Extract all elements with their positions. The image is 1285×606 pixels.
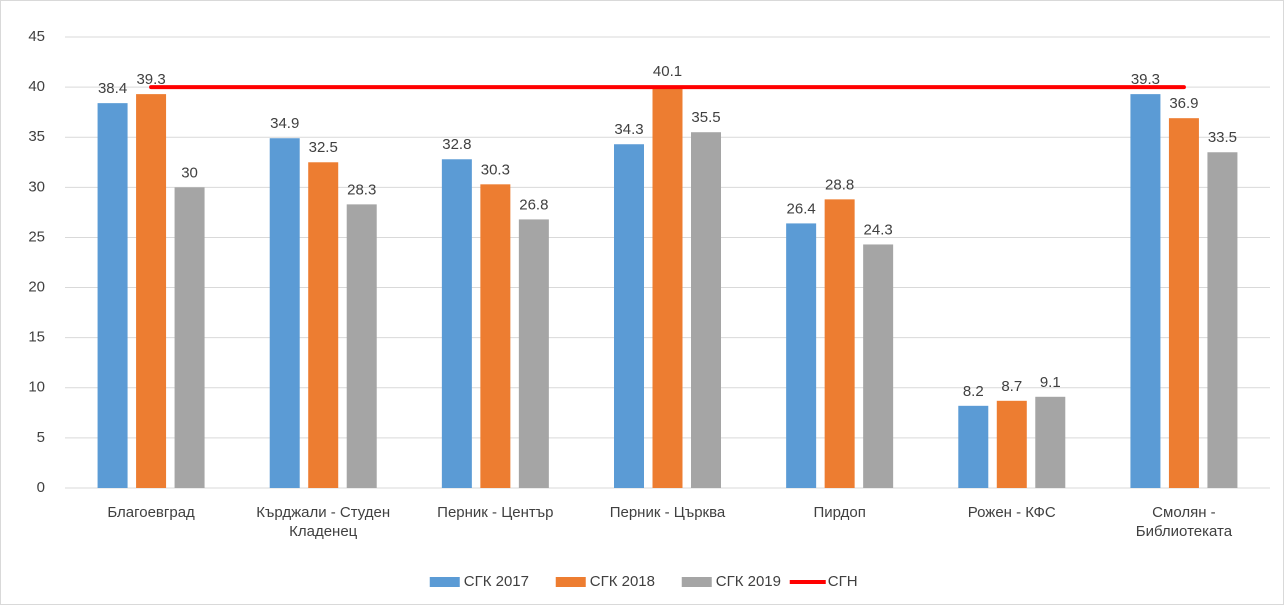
bar: [480, 184, 511, 488]
y-tick-label: 20: [28, 279, 45, 296]
x-tick-label: Перник - Център: [437, 504, 554, 521]
bar: [1035, 396, 1066, 488]
data-label: 8.2: [963, 383, 984, 400]
bar: [652, 86, 683, 488]
data-label: 28.3: [347, 181, 376, 198]
data-label: 34.3: [614, 121, 643, 138]
x-tick-label: Кърджали - Студен Кладенец: [256, 504, 391, 540]
y-tick-label: 30: [28, 178, 45, 195]
bar: [1207, 152, 1238, 488]
y-tick-label: 45: [28, 28, 45, 45]
legend-swatch: [429, 577, 460, 587]
x-tick-label: Благоевград: [107, 504, 195, 521]
bar: [786, 223, 817, 488]
data-label: 39.3: [1131, 71, 1160, 88]
data-label: 40.1: [653, 63, 682, 80]
bar: [269, 138, 300, 489]
bar: [518, 219, 549, 488]
legend-swatch: [681, 577, 712, 587]
bar: [824, 199, 855, 489]
y-tick-label: 5: [37, 429, 45, 446]
data-label: 36.9: [1169, 95, 1198, 112]
data-label: 24.3: [864, 221, 893, 238]
data-label: 38.4: [98, 80, 127, 97]
data-label: 32.5: [309, 139, 338, 156]
bar: [1168, 118, 1199, 489]
legend-swatch: [555, 577, 586, 587]
data-label: 39.3: [136, 71, 165, 88]
data-label: 8.7: [1001, 378, 1022, 395]
bar: [691, 132, 721, 488]
bar: [346, 204, 377, 489]
x-tick-label: Смолян - Библиотеката: [1135, 504, 1233, 540]
legend-label: СГК 2017: [464, 573, 529, 590]
x-tick-label: Рожен - КФС: [967, 504, 1056, 521]
bar: [441, 159, 472, 488]
y-tick-label: 35: [28, 128, 45, 145]
bar: [308, 162, 339, 488]
bar: [1130, 94, 1161, 489]
y-tick-label: 10: [28, 379, 45, 396]
x-tick-label: Пирдоп: [813, 504, 866, 521]
legend-label: СГК 2018: [590, 573, 655, 590]
y-tick-label: 0: [37, 479, 45, 496]
bar: [136, 94, 167, 489]
data-label: 26.4: [787, 200, 816, 217]
legend-label: СГН: [828, 573, 858, 590]
bar: [996, 400, 1027, 488]
y-tick-label: 40: [28, 78, 45, 95]
data-label: 34.9: [270, 115, 299, 132]
bar: [174, 187, 205, 489]
bar: [97, 103, 128, 488]
bar: [863, 244, 894, 488]
data-label: 26.8: [519, 196, 548, 213]
data-label: 30: [181, 164, 198, 181]
x-tick-label: Перник - Църква: [609, 504, 726, 521]
data-label: 30.3: [481, 161, 510, 178]
data-label: 28.8: [825, 176, 854, 193]
bar: [614, 144, 644, 488]
data-label: 9.1: [1040, 374, 1061, 391]
data-label: 32.8: [442, 136, 471, 153]
legend-label: СГК 2019: [716, 573, 781, 590]
y-tick-label: 15: [28, 329, 45, 346]
bar: [958, 405, 989, 488]
data-label: 35.5: [691, 109, 720, 126]
y-tick-label: 25: [28, 228, 45, 245]
data-label: 33.5: [1208, 129, 1237, 146]
